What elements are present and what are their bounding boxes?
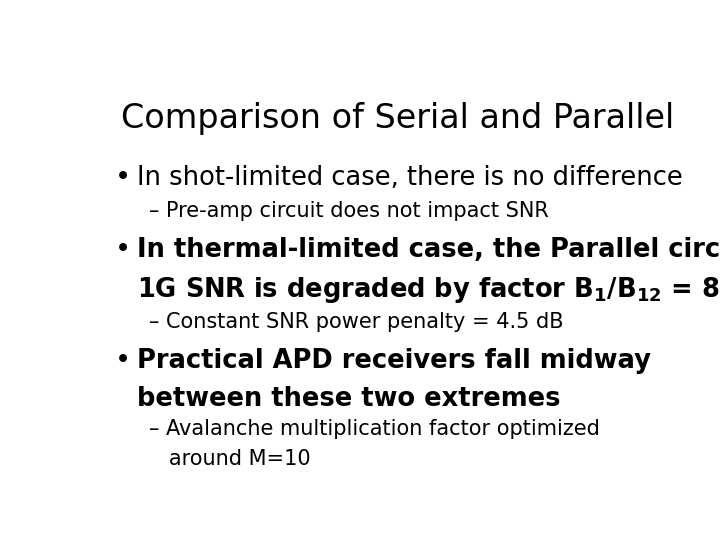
Text: •: • [115, 238, 131, 264]
Text: Practical APD receivers fall midway: Practical APD receivers fall midway [138, 348, 652, 374]
Text: – Avalanche multiplication factor optimized: – Avalanche multiplication factor optimi… [148, 419, 600, 439]
Text: – Constant SNR power penalty = 4.5 dB: – Constant SNR power penalty = 4.5 dB [148, 312, 563, 332]
Text: – Pre-amp circuit does not impact SNR: – Pre-amp circuit does not impact SNR [148, 201, 549, 221]
Text: •: • [115, 348, 131, 374]
Text: 1G SNR is degraded by factor $\mathregular{B_1/B_{12}}$ = 8: 1G SNR is degraded by factor $\mathregul… [138, 275, 720, 305]
Text: Comparison of Serial and Parallel: Comparison of Serial and Parallel [121, 102, 674, 135]
Text: •: • [115, 165, 131, 191]
Text: around M=10: around M=10 [148, 449, 310, 469]
Text: In thermal-limited case, the Parallel circuit: In thermal-limited case, the Parallel ci… [138, 238, 720, 264]
Text: between these two extremes: between these two extremes [138, 386, 561, 412]
Text: In shot-limited case, there is no difference: In shot-limited case, there is no differ… [138, 165, 683, 191]
